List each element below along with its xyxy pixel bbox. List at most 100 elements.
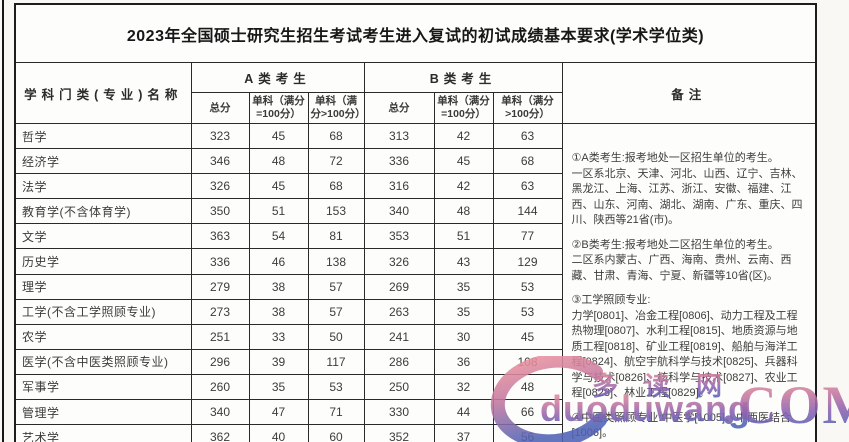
score-cell: 68 [492,148,563,175]
score-cell: 263 [363,298,435,325]
score-cell: 81 [307,223,365,250]
subject-cell: 医学(不含中医类照顾专业) [14,348,192,375]
score-cell: 153 [307,198,365,225]
col-header-single100-b: 单科（满分=100分） [433,92,494,124]
score-cell: 117 [307,348,365,375]
col-header-group-a: A类考生 [190,62,365,93]
score-cell: 48 [248,148,309,175]
subject-cell: 军事学 [14,373,192,401]
score-cell: 273 [190,298,250,325]
score-cell: 323 [190,122,250,150]
table-row: 教育学(不含体育学) 350 51 153 340 48 144 [14,198,816,225]
page-title: 2023年全国硕士研究生招生考试考生进入复试的初试成绩基本要求(学术学位类) [126,27,705,45]
subject-cell: 文学 [14,223,192,250]
col-header-total-a: 总分 [190,92,250,124]
score-cell: 35 [433,298,494,325]
score-cell: 77 [492,223,563,250]
scan-edge-line [2,0,4,442]
score-cell: 326 [363,248,435,275]
subject-cell: 教育学(不含体育学) [14,198,192,225]
col-header-single100-a: 单科（满分=100分） [248,92,309,124]
score-cell: 241 [363,323,435,350]
remark-paragraph: ①A类考生:报考地处一区招生单位的考生。 一区系北京、天津、河北、山西、辽宁、吉林… [571,152,803,226]
score-cell: 48 [433,198,494,225]
score-cell: 340 [190,399,250,426]
col-header-subject: 学科门类(专业)名称 [14,62,192,124]
score-cell: 45 [433,148,494,175]
score-cell: 53 [492,298,563,325]
score-cell: 353 [363,223,435,250]
score-cell: 326 [190,173,250,200]
score-cell: 108 [492,348,563,375]
score-cell: 36 [433,348,494,375]
score-cell: 296 [190,348,250,375]
score-cell: 346 [190,148,250,175]
table-row: 历史学 336 46 138 326 43 129 [14,248,816,275]
score-cell: 35 [248,373,309,401]
table-row: 理学 279 38 57 269 35 53 [14,273,816,300]
table-row: 哲学 323 45 68 313 42 63 ①A类考生:报考地处一区招生单位的考生。 一区系北… [14,122,817,442]
score-cell: 251 [190,323,250,350]
remark-paragraph: ④中医类照顾专业:中医学[1005]、中西医结合[1006]。 [571,411,792,440]
score-cell: 279 [190,273,250,300]
score-cell: 38 [248,273,309,300]
subject-cell: 法学 [14,173,192,200]
header-group-row: 学科门类(专业)名称 A类考生 B类考生 备注 [14,62,817,124]
score-cell: 50 [307,323,365,350]
table-row: 农学 251 33 50 241 30 45 [14,323,816,350]
score-cell: 43 [433,248,494,275]
score-cell: 38 [248,298,309,325]
col-header-remark: 备注 [561,62,817,124]
subject-cell: 艺术学 [14,424,192,442]
score-cell: 250 [363,373,435,401]
score-cell: 40 [248,424,309,442]
score-cell: 60 [307,424,365,442]
score-cell: 35 [433,273,494,300]
score-cell: 37 [433,424,494,442]
score-cell: 260 [190,373,250,401]
table-row: 经济学 346 48 72 336 45 68 [14,148,816,175]
subject-cell: 管理学 [14,399,192,426]
subject-cell: 农学 [14,323,192,350]
score-cell: 72 [307,148,365,175]
col-header-total-b: 总分 [363,92,435,124]
score-cell: 63 [492,122,563,150]
score-cell: 30 [433,323,494,350]
score-cell: 350 [190,198,250,225]
remark-cell: ①A类考生:报考地处一区招生单位的考生。 一区系北京、天津、河北、山西、辽宁、吉林… [561,123,817,442]
header-sub-row: 总分 单科（满分=100分） 单科（满分>100分） 总分 单科（满分=100分… [15,92,816,124]
subject-cell: 工学(不含工学照顾专业) [14,298,192,325]
score-cell: 138 [307,248,365,275]
subject-cell: 经济学 [14,148,192,175]
score-cell: 66 [492,399,563,426]
score-cell: 363 [190,223,250,250]
score-cell: 129 [492,248,563,275]
score-cell: 51 [433,223,494,250]
col-header-group-b: B类考生 [363,62,563,93]
score-cell: 336 [363,148,435,175]
score-cell: 340 [363,198,435,225]
score-cell: 51 [248,198,309,225]
score-cell: 68 [307,122,365,150]
score-cell: 57 [307,273,365,300]
score-cell: 330 [363,399,435,426]
score-cell: 362 [190,424,250,442]
score-cell: 54 [248,223,309,250]
subject-cell: 历史学 [14,248,192,275]
score-cell: 53 [307,373,365,401]
score-cell: 352 [363,424,435,442]
score-cell: 48 [492,373,563,401]
score-cell: 71 [307,399,365,426]
score-cell: 269 [363,273,435,300]
score-cell: 32 [433,373,494,401]
score-cell: 68 [307,173,365,200]
col-header-over100-a: 单科（满分>100分） [307,92,365,124]
score-cell: 45 [248,173,309,200]
score-cell: 63 [492,173,563,200]
table-row: 法学 326 45 68 316 42 63 [14,173,816,200]
col-header-over100-b: 单科（满分>100分） [492,92,563,124]
score-cell: 286 [363,348,435,375]
score-cell: 53 [492,273,563,300]
score-cell: 336 [190,248,250,275]
score-cell: 47 [248,399,309,426]
